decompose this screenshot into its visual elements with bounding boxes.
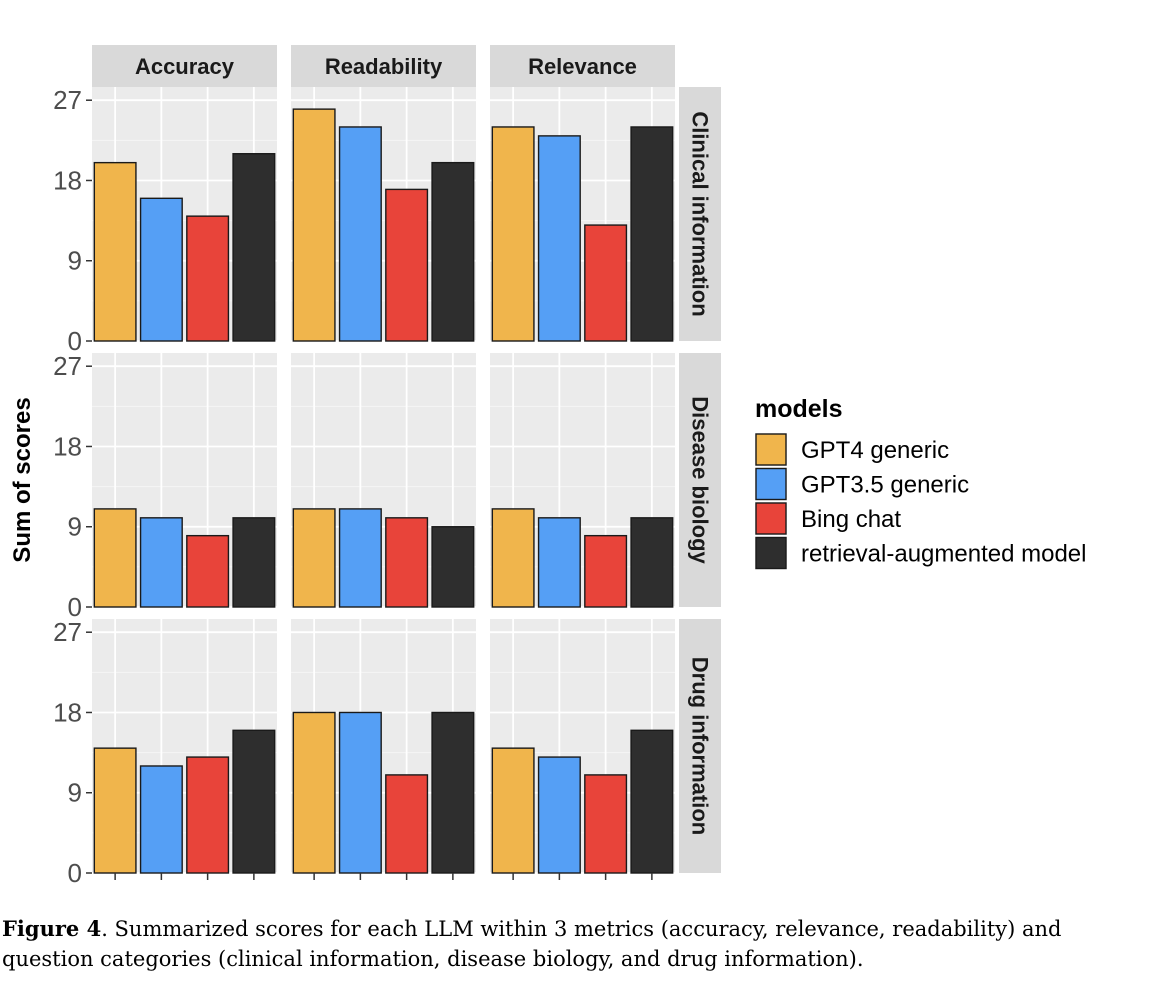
bar-clinical-information-readability-retrieval-augmented-model: [431, 161, 475, 342]
facet-strip-label-accuracy: Accuracy: [135, 54, 235, 79]
legend-label-gpt3-5-generic: GPT3.5 generic: [801, 472, 969, 499]
bar-drug-information-readability-gpt4-generic: [292, 711, 336, 874]
legend-label-bing-chat: Bing chat: [801, 506, 901, 533]
facet-strip-label-disease-biology: Disease biology: [688, 396, 713, 564]
y-tick-label: 9: [68, 778, 82, 808]
bar-clinical-information-relevance-gpt3-5-generic: [537, 135, 581, 342]
bar-drug-information-relevance-gpt3-5-generic: [537, 756, 581, 874]
bar-clinical-information-relevance-gpt4-generic: [491, 126, 535, 342]
y-tick-label: 9: [68, 246, 82, 276]
legend-label-gpt4-generic: GPT4 generic: [801, 437, 949, 464]
bar-disease-biology-accuracy-gpt4-generic: [93, 508, 137, 608]
bar-drug-information-accuracy-gpt4-generic: [93, 747, 137, 874]
bar-disease-biology-relevance-bing-chat: [584, 534, 628, 608]
figure-caption: Figure 4. Summarized scores for each LLM…: [2, 914, 1152, 974]
caption-text: . Summarized scores for each LLM within …: [2, 917, 1062, 971]
y-tick-label: 0: [68, 326, 82, 356]
figure-label: Figure 4: [2, 916, 102, 941]
bar-drug-information-readability-gpt3-5-generic: [338, 711, 382, 874]
bar-disease-biology-accuracy-gpt3-5-generic: [139, 517, 183, 608]
y-tick-label: 27: [53, 351, 82, 381]
y-tick-label: 27: [53, 617, 82, 647]
y-tick-label: 0: [68, 592, 82, 622]
bar-drug-information-accuracy-retrieval-augmented-model: [232, 729, 276, 874]
bar-drug-information-readability-retrieval-augmented-model: [431, 711, 475, 874]
y-tick-label: 18: [53, 697, 82, 727]
bar-drug-information-relevance-bing-chat: [584, 774, 628, 874]
bar-drug-information-accuracy-gpt3-5-generic: [139, 765, 183, 874]
legend-swatch-gpt3-5-generic: [755, 467, 787, 501]
facet-strip-accuracy: [92, 45, 277, 87]
bar-disease-biology-readability-gpt4-generic: [292, 508, 336, 608]
bar-disease-biology-accuracy-retrieval-augmented-model: [232, 517, 276, 608]
facet-strip-label-clinical-information: Clinical information: [688, 111, 713, 316]
bar-disease-biology-relevance-gpt3-5-generic: [537, 517, 581, 608]
bar-drug-information-readability-bing-chat: [385, 774, 429, 874]
y-tick-label: 18: [53, 165, 82, 195]
bar-disease-biology-readability-retrieval-augmented-model: [431, 526, 475, 608]
bar-disease-biology-relevance-gpt4-generic: [491, 508, 535, 608]
bar-disease-biology-relevance-retrieval-augmented-model: [630, 517, 674, 608]
bar-clinical-information-relevance-retrieval-augmented-model: [630, 126, 674, 342]
y-tick-label: 0: [68, 858, 82, 888]
bar-clinical-information-accuracy-retrieval-augmented-model: [232, 153, 276, 342]
bar-clinical-information-readability-gpt3-5-generic: [338, 126, 382, 342]
bar-clinical-information-relevance-bing-chat: [584, 224, 628, 342]
y-tick-label: 9: [68, 512, 82, 542]
y-tick-label: 27: [53, 85, 82, 115]
y-tick-label: 18: [53, 431, 82, 461]
facet-strip-clinical-information: [679, 87, 721, 341]
bar-drug-information-accuracy-bing-chat: [186, 756, 230, 874]
y-axis-title: Sum of scores: [9, 397, 36, 562]
facet-strip-readability: [291, 45, 476, 87]
facet-strip-label-drug-information: Drug information: [688, 657, 713, 835]
legend-title: models: [755, 395, 843, 423]
bar-clinical-information-readability-bing-chat: [385, 188, 429, 342]
bar-clinical-information-accuracy-bing-chat: [186, 215, 230, 342]
bar-disease-biology-readability-gpt3-5-generic: [338, 508, 382, 608]
faceted-bar-chart: Accuracy Readability Relevance Clinical inf…: [9, 45, 1086, 888]
bar-clinical-information-accuracy-gpt3-5-generic: [139, 197, 183, 342]
facet-strip-disease-biology: [679, 353, 721, 607]
facet-strip-drug-information: [679, 619, 721, 873]
legend-swatch-bing-chat: [755, 502, 787, 535]
bar-clinical-information-readability-gpt4-generic: [292, 108, 336, 342]
facet-strip-label-readability: Readability: [325, 54, 443, 79]
bar-drug-information-relevance-retrieval-augmented-model: [630, 729, 674, 874]
facet-strip-relevance: [490, 45, 675, 87]
bar-clinical-information-accuracy-gpt4-generic: [93, 161, 137, 342]
bar-disease-biology-accuracy-bing-chat: [186, 534, 230, 608]
legend-label-retrieval-augmented-model: retrieval-augmented model: [801, 541, 1086, 568]
legend-swatch-retrieval-augmented-model: [755, 536, 787, 570]
bar-disease-biology-readability-bing-chat: [385, 517, 429, 608]
legend-swatch-gpt4-generic: [755, 433, 787, 466]
facet-strip-label-relevance: Relevance: [528, 54, 637, 79]
bar-drug-information-relevance-gpt4-generic: [491, 747, 535, 874]
